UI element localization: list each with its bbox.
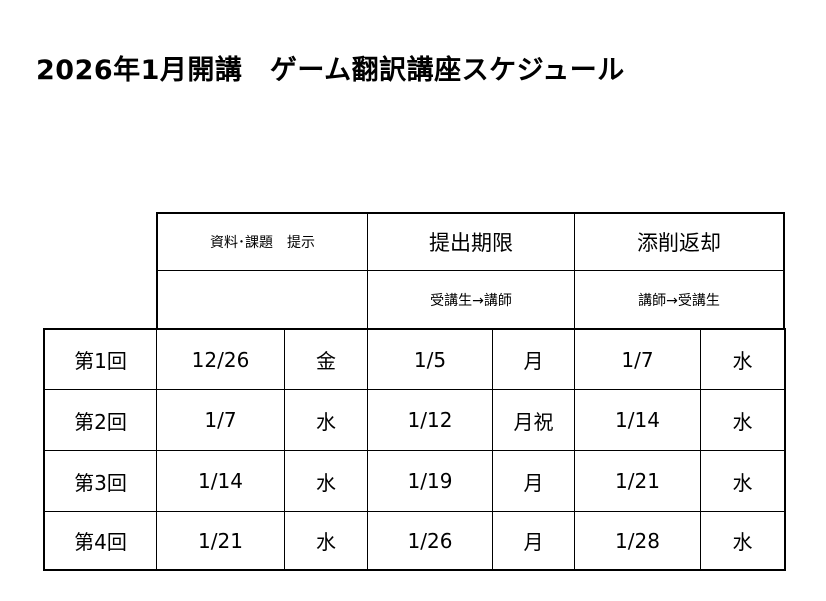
issue-date: 1/21	[156, 511, 285, 571]
due-date: 1/26	[367, 511, 493, 571]
return-day: 水	[700, 389, 786, 451]
return-day: 水	[700, 450, 786, 512]
due-day: 月	[492, 511, 575, 571]
subheader-due: 受講生→講師	[367, 270, 575, 329]
page-title: 2026年1月開講 ゲーム翻訳講座スケジュール	[36, 55, 625, 86]
header-return: 添削返却	[574, 212, 785, 271]
row-label: 第3回	[43, 450, 157, 512]
return-day: 水	[700, 511, 786, 571]
due-date: 1/12	[367, 389, 493, 451]
subheader-return: 講師→受講生	[574, 270, 785, 329]
subheader-issue-empty	[156, 270, 368, 329]
return-date: 1/21	[574, 450, 701, 512]
due-date: 1/19	[367, 450, 493, 512]
row-label: 第4回	[43, 511, 157, 571]
header-issue: 資料･課題 提示	[156, 212, 368, 271]
issue-day: 水	[284, 389, 368, 451]
issue-date: 12/26	[156, 328, 285, 390]
return-date: 1/28	[574, 511, 701, 571]
return-day: 水	[700, 328, 786, 390]
due-day: 月	[492, 328, 575, 390]
header-due: 提出期限	[367, 212, 575, 271]
issue-date: 1/7	[156, 389, 285, 451]
return-date: 1/14	[574, 389, 701, 451]
issue-day: 金	[284, 328, 368, 390]
due-day: 月	[492, 450, 575, 512]
return-date: 1/7	[574, 328, 701, 390]
issue-day: 水	[284, 450, 368, 512]
issue-date: 1/14	[156, 450, 285, 512]
due-date: 1/5	[367, 328, 493, 390]
row-label: 第2回	[43, 389, 157, 451]
issue-day: 水	[284, 511, 368, 571]
row-label: 第1回	[43, 328, 157, 390]
due-day: 月祝	[492, 389, 575, 451]
